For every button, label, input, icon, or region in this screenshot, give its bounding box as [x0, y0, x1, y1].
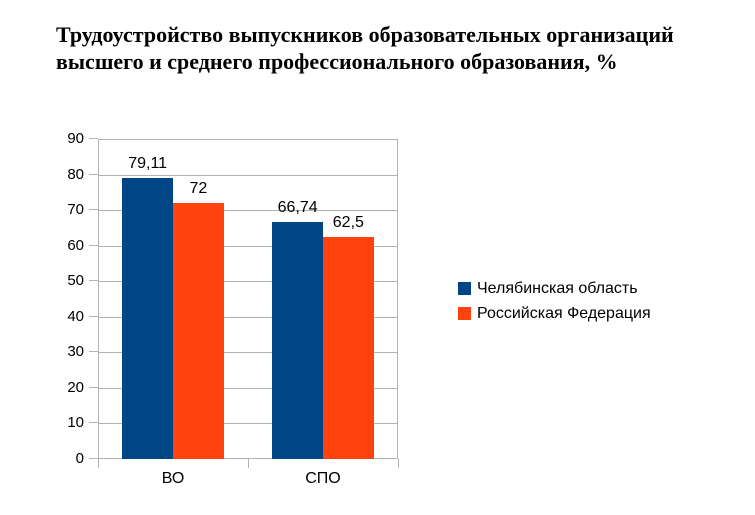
chart-title: Трудоустройство выпускников образователь…: [56, 22, 674, 74]
y-tick-label: 50: [67, 272, 84, 290]
legend: Челябинская область Российская Федерация: [458, 276, 651, 326]
legend-item: Челябинская область: [458, 276, 651, 301]
y-tick-label: 80: [67, 165, 84, 183]
gridline: [99, 281, 397, 283]
legend-label: Челябинская область: [477, 279, 638, 297]
y-axis-tick: [89, 422, 98, 424]
y-tick-label: 90: [67, 130, 84, 147]
y-tick-label: 40: [67, 307, 84, 325]
y-tick-label: 30: [67, 343, 84, 361]
gridline: [99, 352, 397, 354]
y-axis-tick: [89, 244, 98, 246]
gridline: [99, 210, 397, 212]
bar: [272, 221, 323, 459]
legend-swatch-icon: [458, 307, 471, 320]
bar: [122, 177, 173, 459]
bar-value-label: 79,11: [128, 154, 168, 172]
y-axis-tick: [89, 315, 98, 317]
bar-value-label: 62,5: [332, 213, 364, 231]
gridline: [99, 387, 397, 389]
y-tick-label: 60: [67, 236, 84, 254]
category-label: СПО: [305, 470, 341, 487]
y-tick-label: 70: [67, 201, 84, 219]
x-axis-tick: [248, 459, 249, 468]
gridline: [99, 245, 397, 247]
gridline: [99, 174, 397, 176]
y-tick-label: 0: [75, 450, 84, 467]
gridline: [99, 423, 397, 425]
legend-swatch-icon: [458, 282, 471, 295]
y-axis-tick: [89, 209, 98, 211]
bar: [323, 236, 374, 459]
y-axis-tick: [89, 458, 98, 459]
y-axis-tick: [89, 280, 98, 282]
y-tick-label: 20: [67, 378, 84, 396]
y-axis-tick: [89, 173, 98, 175]
y-axis-tick: [89, 386, 98, 388]
legend-item: Российская Федерация: [458, 301, 651, 326]
bar-value-label: 66,74: [277, 198, 318, 216]
gridline: [99, 316, 397, 318]
bar: [173, 203, 224, 459]
y-tick-label: 10: [67, 414, 84, 432]
legend-label: Российская Федерация: [477, 304, 651, 322]
x-axis-tick: [398, 459, 399, 468]
bar-value-label: 72: [189, 180, 208, 197]
y-axis-tick: [89, 138, 98, 139]
x-axis-tick: [98, 459, 99, 468]
y-axis-tick: [89, 351, 98, 353]
category-label: ВО: [161, 470, 185, 487]
